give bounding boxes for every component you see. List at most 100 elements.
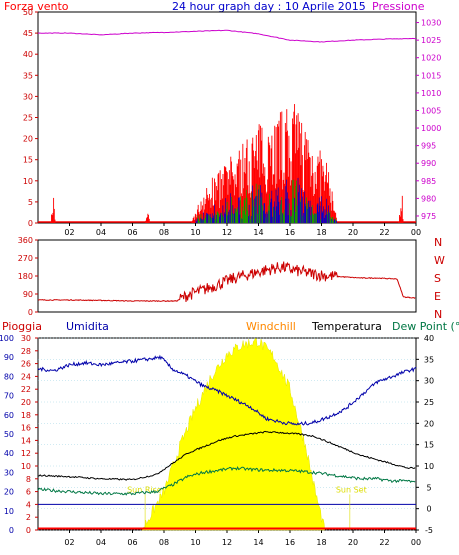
wind-axis-tick-label: 15 xyxy=(23,156,33,165)
x-axis-tick-label: 22 xyxy=(379,228,389,237)
temperature-axis-tick-label: 20 xyxy=(424,419,434,428)
wind-axis-tick-label: 5 xyxy=(28,198,33,207)
wind-axis-tick-label: 35 xyxy=(23,71,33,80)
temperature-axis-tick-label: 15 xyxy=(424,441,434,450)
rain-axis-tick-label: 10 xyxy=(21,462,31,471)
humidity-axis-tick-label: 80 xyxy=(4,372,14,381)
pressure-line xyxy=(37,29,416,43)
x-axis-tick-label: 04 xyxy=(96,228,106,237)
humidity-axis-tick-label: 40 xyxy=(4,449,14,458)
direction-axis-tick-label: 0 xyxy=(28,308,33,317)
x-axis-tick-label: 00 xyxy=(411,538,421,547)
direction-axis-tick-label: 90 xyxy=(23,290,33,299)
x-axis-tick-label: 02 xyxy=(64,228,74,237)
humidity-axis-tick-label: 20 xyxy=(4,488,14,497)
compass-label: N xyxy=(434,308,442,321)
x-axis-tick-label: 16 xyxy=(285,228,295,237)
sunset-label: Sun Set xyxy=(336,485,367,494)
rain-axis-tick-label: 28 xyxy=(21,347,31,356)
wind-direction-line xyxy=(37,261,416,303)
compass-label: W xyxy=(434,254,445,267)
compass-label: N xyxy=(434,236,442,249)
wind-axis-tick-label: 45 xyxy=(23,29,33,38)
x-axis-tick-label: 18 xyxy=(316,228,326,237)
x-axis-tick-label: 14 xyxy=(253,538,263,547)
wind-axis-tick-label: 50 xyxy=(23,8,33,17)
direction-axis-tick-label: 270 xyxy=(18,254,33,263)
x-axis-tick-label: 08 xyxy=(159,538,169,547)
x-axis-tick-label: 04 xyxy=(96,538,106,547)
rain-axis-tick-label: 20 xyxy=(21,398,31,407)
temperature-line xyxy=(37,430,416,481)
wind-axis-tick-label: 0 xyxy=(28,219,33,228)
wind-pressure-chart: 0510152025303540455097598098599099510001… xyxy=(23,8,442,237)
x-axis-tick-label: 06 xyxy=(127,228,137,237)
temperature-axis-tick-label: 35 xyxy=(424,355,434,364)
rain-axis-tick-label: 22 xyxy=(21,385,31,394)
pressure-axis-tick-label: 1030 xyxy=(421,19,441,28)
humidity-axis-tick-label: 60 xyxy=(4,411,14,420)
rain-axis-tick-label: 12 xyxy=(21,449,31,458)
dewpoint-label: Dew Point (°C xyxy=(392,320,459,333)
temperature-axis-tick-label: 30 xyxy=(424,377,434,386)
rain-axis-tick-label: 0 xyxy=(26,526,31,535)
temperature-axis-tick-label: 0 xyxy=(426,505,431,514)
humidity-axis-tick-label: 90 xyxy=(4,353,14,362)
x-axis-tick-label: 20 xyxy=(348,228,358,237)
x-axis-tick-label: 22 xyxy=(379,538,389,547)
x-axis-tick-label: 12 xyxy=(222,228,232,237)
wind-axis-tick-label: 20 xyxy=(23,135,33,144)
pressure-label: Pressione xyxy=(372,0,425,13)
temperature-axis-tick-label: 10 xyxy=(424,462,434,471)
direction-axis-tick-label: 360 xyxy=(18,236,33,245)
humidity-axis-tick-label: 50 xyxy=(4,430,14,439)
x-axis-tick-label: 14 xyxy=(253,228,263,237)
sunrise-label: Sun Rise xyxy=(127,485,162,494)
x-axis-tick-label: 02 xyxy=(64,538,74,547)
x-axis-tick-label: 18 xyxy=(316,538,326,547)
wind-axis-tick-label: 25 xyxy=(23,114,33,123)
pressure-axis-tick-label: 1015 xyxy=(421,71,441,80)
pressure-axis-tick-label: 990 xyxy=(421,159,436,168)
humidity-axis-tick-label: 10 xyxy=(4,507,14,516)
x-axis-tick-label: 12 xyxy=(222,538,232,547)
rain-axis-tick-label: 24 xyxy=(21,372,31,381)
pressure-axis-tick-label: 980 xyxy=(421,194,436,203)
climate-chart: 0102030405060708090100024681012141618202… xyxy=(0,334,434,547)
rain-axis-tick-label: 30 xyxy=(21,334,31,343)
temperature-label: Temperatura xyxy=(311,320,382,333)
pressure-axis-tick-label: 1020 xyxy=(421,54,441,63)
dewpoint-line xyxy=(37,466,416,496)
x-axis-tick-label: 16 xyxy=(285,538,295,547)
rain-axis-tick-label: 14 xyxy=(21,436,31,445)
temperature-axis-tick-label: 40 xyxy=(424,334,434,343)
pressure-axis-tick-label: 1010 xyxy=(421,89,441,98)
direction-axis-tick-label: 180 xyxy=(18,272,33,281)
pressure-axis-tick-label: 1005 xyxy=(421,106,441,115)
rain-axis-tick-label: 4 xyxy=(26,500,31,509)
wind-axis-tick-label: 30 xyxy=(23,92,33,101)
humidity-axis-tick-label: 30 xyxy=(4,468,14,477)
humidity-axis-tick-label: 70 xyxy=(4,392,14,401)
x-axis-tick-label: 10 xyxy=(190,538,200,547)
rain-axis-tick-label: 2 xyxy=(26,513,31,522)
rain-axis-tick-label: 26 xyxy=(21,360,31,369)
x-axis-tick-label: 20 xyxy=(348,538,358,547)
x-axis-tick-label: 00 xyxy=(411,228,421,237)
rain-axis-tick-label: 16 xyxy=(21,424,31,433)
humidity-line xyxy=(37,354,417,426)
windchill-label: Windchill xyxy=(246,320,296,333)
wind-speed-label: Forza vento xyxy=(4,0,69,13)
rain-axis-tick-label: 8 xyxy=(26,475,31,484)
compass-label: S xyxy=(434,272,441,285)
pressure-axis-tick-label: 985 xyxy=(421,177,436,186)
graph-title: 24 hour graph day : 10 Aprile 2015 xyxy=(172,0,366,13)
temperature-axis-tick-label: -5 xyxy=(425,526,433,535)
solar-radiation-area xyxy=(141,338,325,531)
pressure-axis-tick-label: 1000 xyxy=(421,124,441,133)
temperature-axis-tick-label: 25 xyxy=(424,398,434,407)
rain-axis-tick-label: 6 xyxy=(26,488,31,497)
pressure-axis-tick-label: 1025 xyxy=(421,36,441,45)
